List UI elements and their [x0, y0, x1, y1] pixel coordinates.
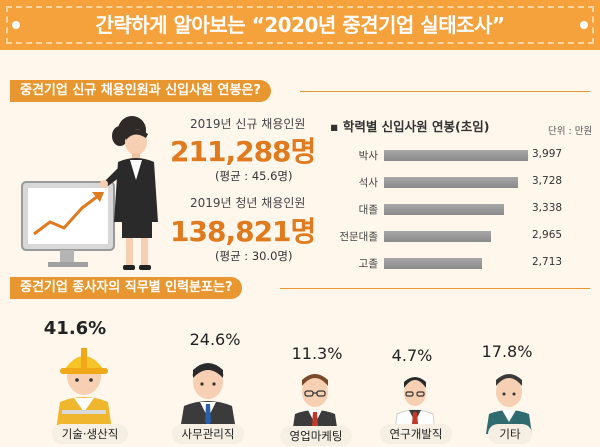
job-label-other: 기타 [488, 424, 532, 444]
youth-hire-label: 2019년 청년 채용인원 [190, 196, 306, 210]
salary-chart-title-text: 학력별 신입사원 연봉(초임) [342, 119, 490, 134]
section1-divider [300, 91, 590, 92]
salary-chart-title: ▪ 학력별 신입사원 연봉(초임) [330, 119, 490, 134]
salary-bar [384, 258, 482, 269]
job-label-production: 기술·생산직 [52, 424, 128, 444]
job-pct-other: 17.8% [481, 342, 533, 361]
salary-bar-value: 3,997 [532, 148, 563, 160]
new-hire-average: (평균 : 45.6명) [215, 169, 293, 183]
job-pct-production: 41.6% [43, 318, 107, 339]
sales-man-icon [292, 374, 338, 434]
new-hire-label: 2019년 신규 채용인원 [190, 117, 306, 131]
salary-bar [384, 231, 491, 242]
new-hire-value: 211,288명 [170, 135, 316, 168]
job-pct-research: 4.7% [391, 346, 433, 365]
job-label-sales: 영업마케팅 [280, 426, 352, 446]
title-bar: 간략하게 알아보는 “2020년 중견기업 실태조사” [0, 0, 600, 50]
salary-bar-value: 3,728 [532, 175, 563, 187]
youth-hire-average: (평균 : 30.0명) [215, 249, 293, 263]
section2-heading: 중견기업 종사자의 직무별 인력분포는? [10, 277, 243, 299]
salary-bar [384, 150, 528, 161]
salary-bar [384, 204, 504, 215]
section2-divider [280, 288, 590, 289]
salary-category-label: 석사 [358, 177, 378, 189]
section1-heading: 중견기업 신규 채용인원과 신입사원 연봉은? [10, 80, 271, 102]
job-label-research: 연구개발직 [380, 424, 452, 444]
salary-bar-value: 2,713 [532, 256, 563, 268]
salary-bar [384, 177, 518, 188]
businesswoman-presenter-icon [21, 116, 158, 270]
job-label-office: 사무관리직 [172, 424, 244, 444]
youth-hire-value: 138,821명 [170, 215, 316, 248]
salary-category-label: 전문대졸 [339, 231, 378, 243]
title-dot-right [580, 21, 588, 29]
salary-bar-value: 2,965 [532, 229, 563, 241]
title-dot-left [12, 21, 20, 29]
page-title: 간략하게 알아보는 “2020년 중견기업 실태조사” [95, 13, 505, 37]
salary-chart-unit: 단위 : 만원 [548, 126, 593, 137]
salary-bar-value: 3,338 [532, 202, 563, 214]
salary-category-label: 대졸 [358, 204, 378, 216]
salary-category-label: 고졸 [358, 258, 378, 270]
office-man-icon [180, 363, 236, 430]
title-border [6, 6, 594, 44]
job-pct-sales: 11.3% [291, 344, 343, 363]
salary-category-label: 박사 [358, 150, 378, 162]
worker-hardhat-icon [56, 348, 112, 430]
researcher-icon [394, 377, 436, 432]
job-pct-office: 24.6% [189, 330, 241, 349]
